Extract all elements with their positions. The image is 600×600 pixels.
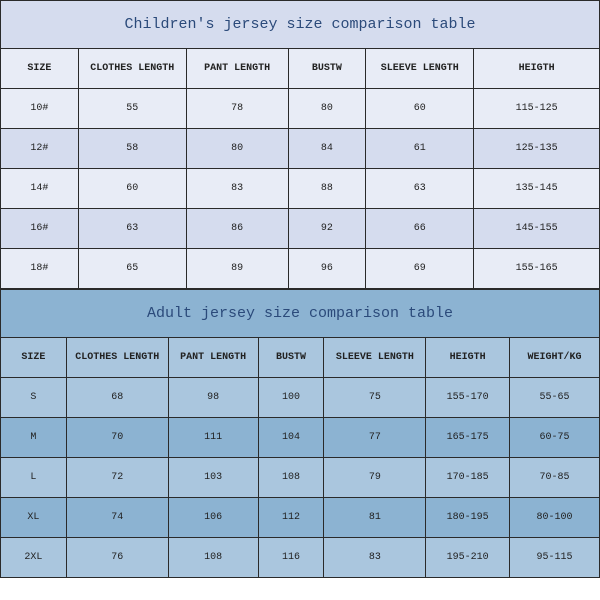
cell: 65 xyxy=(78,249,186,289)
col-header: BUSTW xyxy=(288,49,366,89)
cell: 111 xyxy=(168,418,258,458)
cell: 60 xyxy=(78,169,186,209)
cell: 108 xyxy=(168,538,258,578)
cell: 10# xyxy=(1,89,79,129)
cell: XL xyxy=(1,498,67,538)
cell: 92 xyxy=(288,209,366,249)
cell: 70-85 xyxy=(510,458,600,498)
cell: 79 xyxy=(324,458,426,498)
cell: 195-210 xyxy=(426,538,510,578)
table-row: 14# 60 83 88 63 135-145 xyxy=(1,169,600,209)
cell: 95-115 xyxy=(510,538,600,578)
cell: 80 xyxy=(288,89,366,129)
cell: 16# xyxy=(1,209,79,249)
cell: 14# xyxy=(1,169,79,209)
cell: 106 xyxy=(168,498,258,538)
col-header: CLOTHES LENGTH xyxy=(78,49,186,89)
col-header: PANT LENGTH xyxy=(168,338,258,378)
cell: 66 xyxy=(366,209,474,249)
cell: 165-175 xyxy=(426,418,510,458)
cell: 135-145 xyxy=(474,169,600,209)
cell: 80 xyxy=(186,129,288,169)
col-header: HEIGTH xyxy=(426,338,510,378)
cell: 112 xyxy=(258,498,324,538)
cell: 72 xyxy=(66,458,168,498)
cell: 115-125 xyxy=(474,89,600,129)
cell: 100 xyxy=(258,378,324,418)
cell: 155-165 xyxy=(474,249,600,289)
table-row: 10# 55 78 80 60 115-125 xyxy=(1,89,600,129)
children-size-table: Children's jersey size comparison table … xyxy=(0,0,600,289)
col-header: WEIGHT/KG xyxy=(510,338,600,378)
cell: 155-170 xyxy=(426,378,510,418)
cell: 108 xyxy=(258,458,324,498)
table-row: M 70 111 104 77 165-175 60-75 xyxy=(1,418,600,458)
col-header: HEIGTH xyxy=(474,49,600,89)
cell: 74 xyxy=(66,498,168,538)
cell: 61 xyxy=(366,129,474,169)
cell: 55-65 xyxy=(510,378,600,418)
cell: 83 xyxy=(186,169,288,209)
cell: 103 xyxy=(168,458,258,498)
cell: 12# xyxy=(1,129,79,169)
col-header: SLEEVE LENGTH xyxy=(324,338,426,378)
cell: 116 xyxy=(258,538,324,578)
cell: M xyxy=(1,418,67,458)
cell: 60-75 xyxy=(510,418,600,458)
cell: 58 xyxy=(78,129,186,169)
cell: 60 xyxy=(366,89,474,129)
col-header: SIZE xyxy=(1,338,67,378)
cell: 18# xyxy=(1,249,79,289)
cell: 83 xyxy=(324,538,426,578)
cell: 180-195 xyxy=(426,498,510,538)
cell: 76 xyxy=(66,538,168,578)
table-row: 18# 65 89 96 69 155-165 xyxy=(1,249,600,289)
cell: 81 xyxy=(324,498,426,538)
cell: 70 xyxy=(66,418,168,458)
col-header: BUSTW xyxy=(258,338,324,378)
col-header: SIZE xyxy=(1,49,79,89)
table-row: 16# 63 86 92 66 145-155 xyxy=(1,209,600,249)
cell: 75 xyxy=(324,378,426,418)
children-title-row: Children's jersey size comparison table xyxy=(1,1,600,49)
cell: 96 xyxy=(288,249,366,289)
table-row: 12# 58 80 84 61 125-135 xyxy=(1,129,600,169)
col-header: CLOTHES LENGTH xyxy=(66,338,168,378)
adult-title-row: Adult jersey size comparison table xyxy=(1,290,600,338)
cell: 68 xyxy=(66,378,168,418)
table-row: XL 74 106 112 81 180-195 80-100 xyxy=(1,498,600,538)
cell: 170-185 xyxy=(426,458,510,498)
cell: 63 xyxy=(78,209,186,249)
children-header-row: SIZE CLOTHES LENGTH PANT LENGTH BUSTW SL… xyxy=(1,49,600,89)
table-row: S 68 98 100 75 155-170 55-65 xyxy=(1,378,600,418)
adult-size-table: Adult jersey size comparison table SIZE … xyxy=(0,289,600,578)
adult-header-row: SIZE CLOTHES LENGTH PANT LENGTH BUSTW SL… xyxy=(1,338,600,378)
cell: 55 xyxy=(78,89,186,129)
cell: 63 xyxy=(366,169,474,209)
size-chart-container: Children's jersey size comparison table … xyxy=(0,0,600,578)
cell: 104 xyxy=(258,418,324,458)
cell: 86 xyxy=(186,209,288,249)
adult-title: Adult jersey size comparison table xyxy=(1,290,600,338)
children-title: Children's jersey size comparison table xyxy=(1,1,600,49)
cell: 80-100 xyxy=(510,498,600,538)
cell: 84 xyxy=(288,129,366,169)
col-header: PANT LENGTH xyxy=(186,49,288,89)
cell: L xyxy=(1,458,67,498)
cell: 125-135 xyxy=(474,129,600,169)
cell: S xyxy=(1,378,67,418)
cell: 88 xyxy=(288,169,366,209)
cell: 145-155 xyxy=(474,209,600,249)
cell: 2XL xyxy=(1,538,67,578)
table-row: 2XL 76 108 116 83 195-210 95-115 xyxy=(1,538,600,578)
cell: 98 xyxy=(168,378,258,418)
cell: 77 xyxy=(324,418,426,458)
cell: 89 xyxy=(186,249,288,289)
cell: 69 xyxy=(366,249,474,289)
col-header: SLEEVE LENGTH xyxy=(366,49,474,89)
cell: 78 xyxy=(186,89,288,129)
table-row: L 72 103 108 79 170-185 70-85 xyxy=(1,458,600,498)
